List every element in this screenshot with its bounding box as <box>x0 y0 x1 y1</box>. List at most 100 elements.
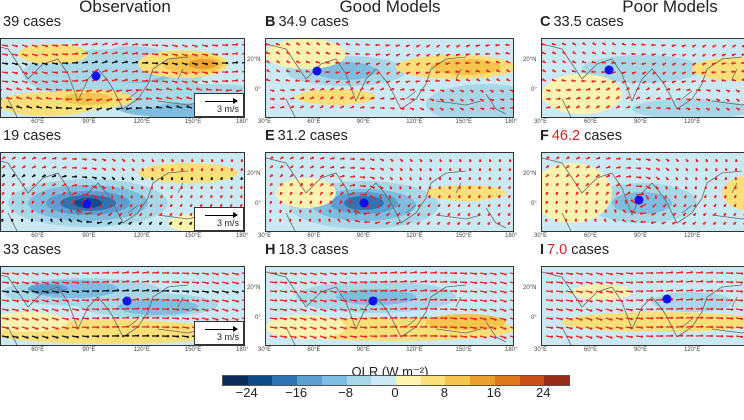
wind-vector-head <box>230 159 234 163</box>
wind-vector-head <box>621 71 625 75</box>
wind-vector-head <box>85 51 88 55</box>
wind-vector-head <box>23 156 26 159</box>
wind-vector-head <box>695 159 699 163</box>
wind-vector-head <box>169 213 172 217</box>
wind-vector-head <box>55 62 59 66</box>
wind-vector-head <box>648 106 651 109</box>
wind-vector-head <box>577 96 581 100</box>
wind-vector-head <box>642 72 645 75</box>
wind-vector-head <box>425 79 428 83</box>
wind-vector-head <box>128 222 131 225</box>
wind-vector-head <box>122 168 125 172</box>
wind-vector-head <box>608 157 611 160</box>
wind-vector-head <box>610 273 613 276</box>
wind-vector-head <box>362 167 365 170</box>
colorbar-bin <box>346 376 372 385</box>
wind-vector-head <box>660 280 664 283</box>
wind-vector-head <box>414 289 418 292</box>
wind-vector-head <box>565 209 568 213</box>
wind-vector-head <box>351 96 354 99</box>
wind-vector-head <box>334 327 337 330</box>
wind-vector-head <box>566 174 570 177</box>
wind-vector-head <box>16 336 19 339</box>
wind-vector-head <box>319 209 322 213</box>
wind-vector-head <box>600 327 603 330</box>
wind-vector-head <box>334 300 337 303</box>
panel-letter: C <box>540 14 551 30</box>
wind-vector-head <box>394 289 398 292</box>
wind-vector-head <box>372 186 375 189</box>
wind-vector-head <box>376 72 379 75</box>
wind-vector-head <box>502 107 505 110</box>
wind-vector-head <box>22 191 25 195</box>
wind-vector-head <box>341 96 344 99</box>
wind-vector-head <box>46 327 49 330</box>
wind-vector-head <box>206 272 209 276</box>
wind-vector-head <box>560 326 563 330</box>
wind-vector-head <box>25 81 28 84</box>
wind-vector-head <box>405 80 409 84</box>
wind-vector-head <box>632 81 635 84</box>
wind-vector-head <box>215 88 219 92</box>
wind-vector-head <box>6 87 9 91</box>
wind-vector-head <box>582 51 585 54</box>
wind-vector-head <box>206 281 209 285</box>
wind-vector-head <box>161 168 164 172</box>
wind-vector-head <box>652 81 655 84</box>
wind-vector-head <box>673 204 676 208</box>
wind-vector-head <box>85 212 88 215</box>
wind-vector-head <box>166 326 170 329</box>
lon-tick-label: 150°E <box>184 347 202 353</box>
wind-vector-head <box>274 290 278 293</box>
wind-vector-head <box>571 79 574 82</box>
wind-vector-head <box>702 45 705 48</box>
wind-vector-head <box>474 336 477 339</box>
wind-vector <box>1 89 3 91</box>
wind-vector-head <box>331 174 335 177</box>
wind-vector-head <box>640 290 644 293</box>
wind-vector-head <box>485 60 488 64</box>
wind-vector-head <box>731 70 734 73</box>
wind-vector-head <box>707 108 710 111</box>
wind-vector-head <box>468 177 472 181</box>
wind-vector-head <box>16 272 19 276</box>
wind-vector-head <box>449 168 452 172</box>
wind-vector-head <box>190 195 193 199</box>
wind-vector-head <box>176 280 180 284</box>
wind-vector-head <box>110 196 114 199</box>
wind-vector-head <box>385 44 388 47</box>
wind-vector-head <box>105 51 108 54</box>
wind-vector-head <box>444 289 448 293</box>
wind-vector-head <box>661 53 665 57</box>
wind-vector-head <box>545 218 548 222</box>
wind-vector-head <box>612 42 615 45</box>
wind-vector-head <box>364 299 368 302</box>
wind-vector-head <box>166 298 170 302</box>
wind-vector-head <box>279 200 283 204</box>
case-suffix: cases <box>306 14 349 30</box>
colorbar-bin <box>247 376 273 385</box>
wind-vector-head <box>236 282 239 285</box>
wind-vector-head <box>394 316 398 320</box>
wind-vector-head <box>372 177 375 180</box>
wind-vector-head <box>95 51 98 54</box>
wind-vector-head <box>657 159 661 162</box>
wind-vector-head <box>631 62 634 65</box>
wind-vector-head <box>135 61 139 64</box>
wind-vector-head <box>119 204 123 208</box>
wind-vector-head <box>296 42 299 45</box>
wind-vector-head <box>464 299 468 302</box>
wind-vector-head <box>651 43 654 47</box>
wind-vector-head <box>740 335 744 339</box>
wind-vector-head <box>291 156 294 159</box>
wind-vector-head <box>692 45 695 48</box>
wind-vector-head <box>481 90 484 93</box>
wind-vector-head <box>60 209 64 212</box>
wind-vector-head <box>23 165 26 168</box>
wind-vector-head <box>374 280 378 284</box>
wind-vector-head <box>488 186 491 190</box>
wind-vector-head <box>35 72 38 75</box>
wind-vector-head <box>146 289 150 292</box>
olr-anomaly-contour <box>632 99 744 117</box>
wind-vector-head <box>650 271 654 275</box>
